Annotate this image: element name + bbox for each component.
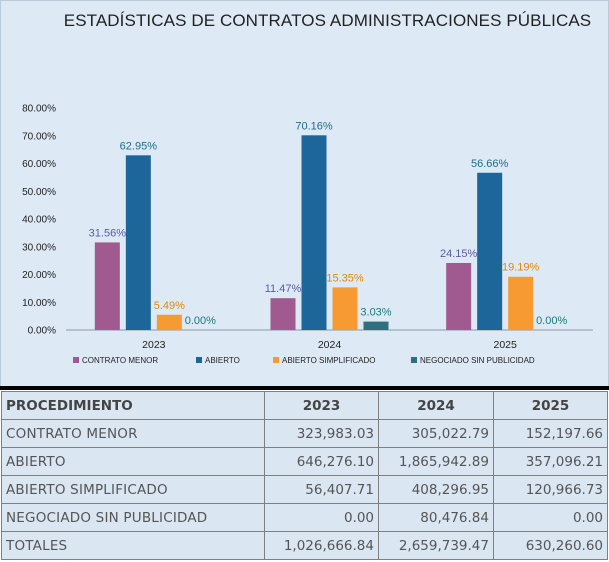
legend-swatch xyxy=(273,357,279,363)
cell-value: 2,659,739.47 xyxy=(378,531,494,560)
y-tick-label: 80.00% xyxy=(22,104,56,115)
row-label: ABIERTO SIMPLIFICADO xyxy=(1,475,265,504)
legend-label: NEGOCIADO SIN PUBLICIDAD xyxy=(420,356,535,365)
bar xyxy=(477,172,503,330)
bar xyxy=(508,276,534,330)
procedure-table: PROCEDIMIENTO 2023 2024 2025 CONTRATO ME… xyxy=(1,391,608,560)
table-row: ABIERTO SIMPLIFICADO 56,407.71 408,296.9… xyxy=(1,475,608,504)
data-label: 56.66% xyxy=(471,158,509,170)
x-tick-label: 2024 xyxy=(318,339,342,351)
bar xyxy=(156,314,182,330)
cell-value: 56,407.71 xyxy=(264,475,379,504)
row-label: ABIERTO xyxy=(1,447,265,476)
bar xyxy=(446,262,472,330)
data-label: 70.16% xyxy=(295,120,333,132)
cell-value: 1,865,942.89 xyxy=(378,447,494,476)
legend-swatch xyxy=(196,357,202,363)
table-header-2025: 2025 xyxy=(493,391,608,420)
legend-swatch xyxy=(411,357,417,363)
table-header-2023: 2023 xyxy=(264,391,379,420)
data-label: 5.49% xyxy=(154,300,185,312)
cell-value: 152,197.66 xyxy=(493,419,608,448)
row-label: NEGOCIADO SIN PUBLICIDAD xyxy=(1,503,265,532)
y-tick-label: 20.00% xyxy=(22,270,56,281)
cell-value: 0.00 xyxy=(264,503,379,532)
table-header-2024: 2024 xyxy=(378,391,494,420)
table-row: ABIERTO 646,276.10 1,865,942.89 357,096.… xyxy=(1,447,608,476)
row-label: TOTALES xyxy=(1,531,265,560)
y-tick-label: 30.00% xyxy=(22,242,56,253)
data-label: 15.35% xyxy=(326,272,364,284)
bar-chart: 0.00% 10.00% 20.00% 30.00% 40.00% 50.00% 60.00… xyxy=(22,104,593,365)
row-label: CONTRATO MENOR xyxy=(1,419,265,448)
legend-swatch xyxy=(73,357,79,363)
data-label: 31.56% xyxy=(89,227,127,239)
y-tick-label: 0.00% xyxy=(28,326,56,337)
bar xyxy=(332,287,358,330)
data-label: 62.95% xyxy=(120,140,158,152)
table-row-totals: TOTALES 1,026,666.84 2,659,739.47 630,26… xyxy=(1,531,608,560)
x-tick-label: 2025 xyxy=(493,339,517,351)
cell-value: 630,260.60 xyxy=(493,531,608,560)
y-tick-label: 70.00% xyxy=(22,131,56,142)
cell-value: 80,476.84 xyxy=(378,503,494,532)
data-label: 0.00% xyxy=(185,315,216,327)
cell-value: 305,022.79 xyxy=(378,419,494,448)
y-tick-label: 60.00% xyxy=(22,159,56,170)
cell-value: 408,296.95 xyxy=(378,475,494,504)
legend-label: ABIERTO xyxy=(205,356,240,365)
section-divider xyxy=(0,386,609,390)
y-tick-label: 40.00% xyxy=(22,215,56,226)
data-label: 24.15% xyxy=(440,248,478,260)
y-tick-label: 50.00% xyxy=(22,187,56,198)
data-label: 3.03% xyxy=(360,307,391,319)
data-label: 19.19% xyxy=(502,262,540,274)
table-header-procedimiento: PROCEDIMIENTO xyxy=(1,391,265,420)
data-label: 0.00% xyxy=(536,315,567,327)
cell-value: 323,983.03 xyxy=(264,419,379,448)
y-tick-label: 10.00% xyxy=(22,298,56,309)
bar xyxy=(125,155,151,330)
chart-title: ESTADÍSTICAS DE CONTRATOS ADMINISTRACION… xyxy=(63,11,592,30)
table-row: CONTRATO MENOR 323,983.03 305,022.79 152… xyxy=(1,419,608,448)
legend-label: ABIERTO SIMPLIFICADO xyxy=(282,356,376,365)
x-tick-label: 2023 xyxy=(142,339,166,351)
legend-label: CONTRATO MENOR xyxy=(82,356,158,365)
bar xyxy=(363,321,389,330)
cell-value: 1,026,666.84 xyxy=(264,531,379,560)
cell-value: 646,276.10 xyxy=(264,447,379,476)
bar xyxy=(301,135,327,330)
chart-area: ESTADÍSTICAS DE CONTRATOS ADMINISTRACION… xyxy=(0,0,609,388)
cell-value: 0.00 xyxy=(493,503,608,532)
cell-value: 120,966.73 xyxy=(493,475,608,504)
bar xyxy=(270,298,296,330)
cell-value: 357,096.21 xyxy=(493,447,608,476)
data-label: 11.47% xyxy=(265,283,302,295)
table-header-row: PROCEDIMIENTO 2023 2024 2025 xyxy=(1,391,608,420)
table-row: NEGOCIADO SIN PUBLICIDAD 0.00 80,476.84 … xyxy=(1,503,608,532)
bar xyxy=(94,242,120,330)
